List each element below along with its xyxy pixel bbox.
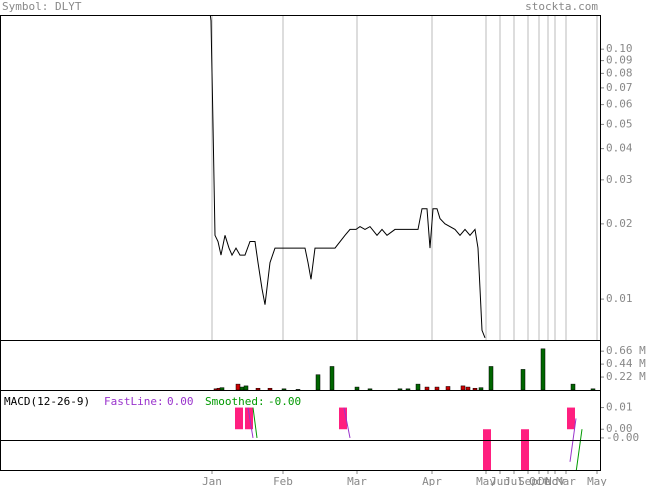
volume-bar [472, 387, 478, 390]
volume-bar [315, 374, 321, 390]
y-tick-label: -0.00 [606, 431, 639, 444]
x-tick-label: May [587, 475, 607, 486]
volume-bar [434, 386, 440, 390]
y-tick-label: 0.06 [606, 98, 633, 111]
source: stockta.com [525, 0, 598, 13]
x-tick-label: Jan [202, 475, 222, 486]
volume-bar [239, 386, 245, 390]
volume-bar [520, 369, 526, 390]
legend-smoothed: Smoothed: [205, 395, 265, 408]
volume-bar [460, 385, 466, 390]
x-tick-label: Mar [556, 475, 576, 486]
y-tick-label: 0.66 M [606, 344, 646, 357]
volume-bar [243, 385, 249, 390]
y-tick-label: 0.04 [606, 142, 633, 155]
y-tick-label: 0.09 [606, 54, 633, 67]
symbol: Symbol: DLYT [2, 0, 82, 13]
y-tick-label: 0.01 [606, 401, 633, 414]
macd-bar [567, 407, 575, 430]
x-tick-label: Oct [529, 475, 549, 486]
x-tick-label: Jun [490, 475, 510, 486]
y-tick-label: 0.10 [606, 42, 633, 55]
volume-bar [267, 387, 273, 390]
x-tick-label: Nov [545, 475, 565, 486]
volume-bar [295, 389, 301, 390]
x-tick-label: Apr [422, 475, 442, 486]
macd-bar [235, 407, 243, 430]
x-tick-label: May [476, 475, 496, 486]
volume-bar [415, 383, 421, 390]
volume-bar [367, 388, 373, 390]
volume-bar [235, 383, 241, 390]
legend-fast-value: 0.00 [167, 395, 194, 408]
price-line [209, 15, 486, 338]
volume-bar [281, 388, 287, 390]
volume-bar [329, 366, 335, 390]
y-tick-label: 0.00 [606, 422, 633, 435]
y-tick-label: 0.05 [606, 117, 633, 130]
x-tick-label: Dec [538, 475, 558, 486]
macd-lower-panel [0, 440, 601, 471]
macd-bar [245, 407, 253, 430]
volume-bar [354, 386, 360, 390]
legend-fast: FastLine: [104, 395, 164, 408]
y-tick-label: 0.02 [606, 217, 633, 230]
legend-smoothed-value: -0.00 [268, 395, 301, 408]
x-tick-label: Feb [273, 475, 293, 486]
macd-title: MACD(12-26-9) [4, 395, 90, 408]
volume-bar [488, 366, 494, 390]
x-tick-label: Mar [347, 475, 367, 486]
macd-line [252, 407, 583, 470]
y-tick-label: 0.22 M [606, 370, 646, 383]
macd-bar [339, 407, 347, 430]
volume-bar [405, 388, 411, 390]
y-tick-label: 0.08 [606, 66, 633, 79]
y-tick-label: 0.01 [606, 292, 633, 305]
x-tick-label: Jul [504, 475, 524, 486]
volume-bar [255, 387, 261, 390]
volume-bar [478, 387, 484, 390]
volume-bar [590, 388, 596, 390]
y-tick-label: 0.07 [606, 81, 633, 94]
x-tick-label: Sep [518, 475, 538, 486]
volume-panel [0, 340, 601, 391]
price-panel [0, 15, 601, 341]
volume-bar [445, 386, 451, 390]
volume-bar [424, 386, 430, 390]
volume-bar [570, 383, 576, 390]
macd-bar [521, 429, 529, 470]
volume-bar [397, 388, 403, 390]
y-tick-label: 0.03 [606, 173, 633, 186]
volume-bar [219, 387, 225, 390]
volume-bar [465, 386, 471, 390]
volume-bar [540, 348, 546, 390]
macd-bar [483, 429, 491, 470]
y-tick-label: 0.44 M [606, 357, 646, 370]
